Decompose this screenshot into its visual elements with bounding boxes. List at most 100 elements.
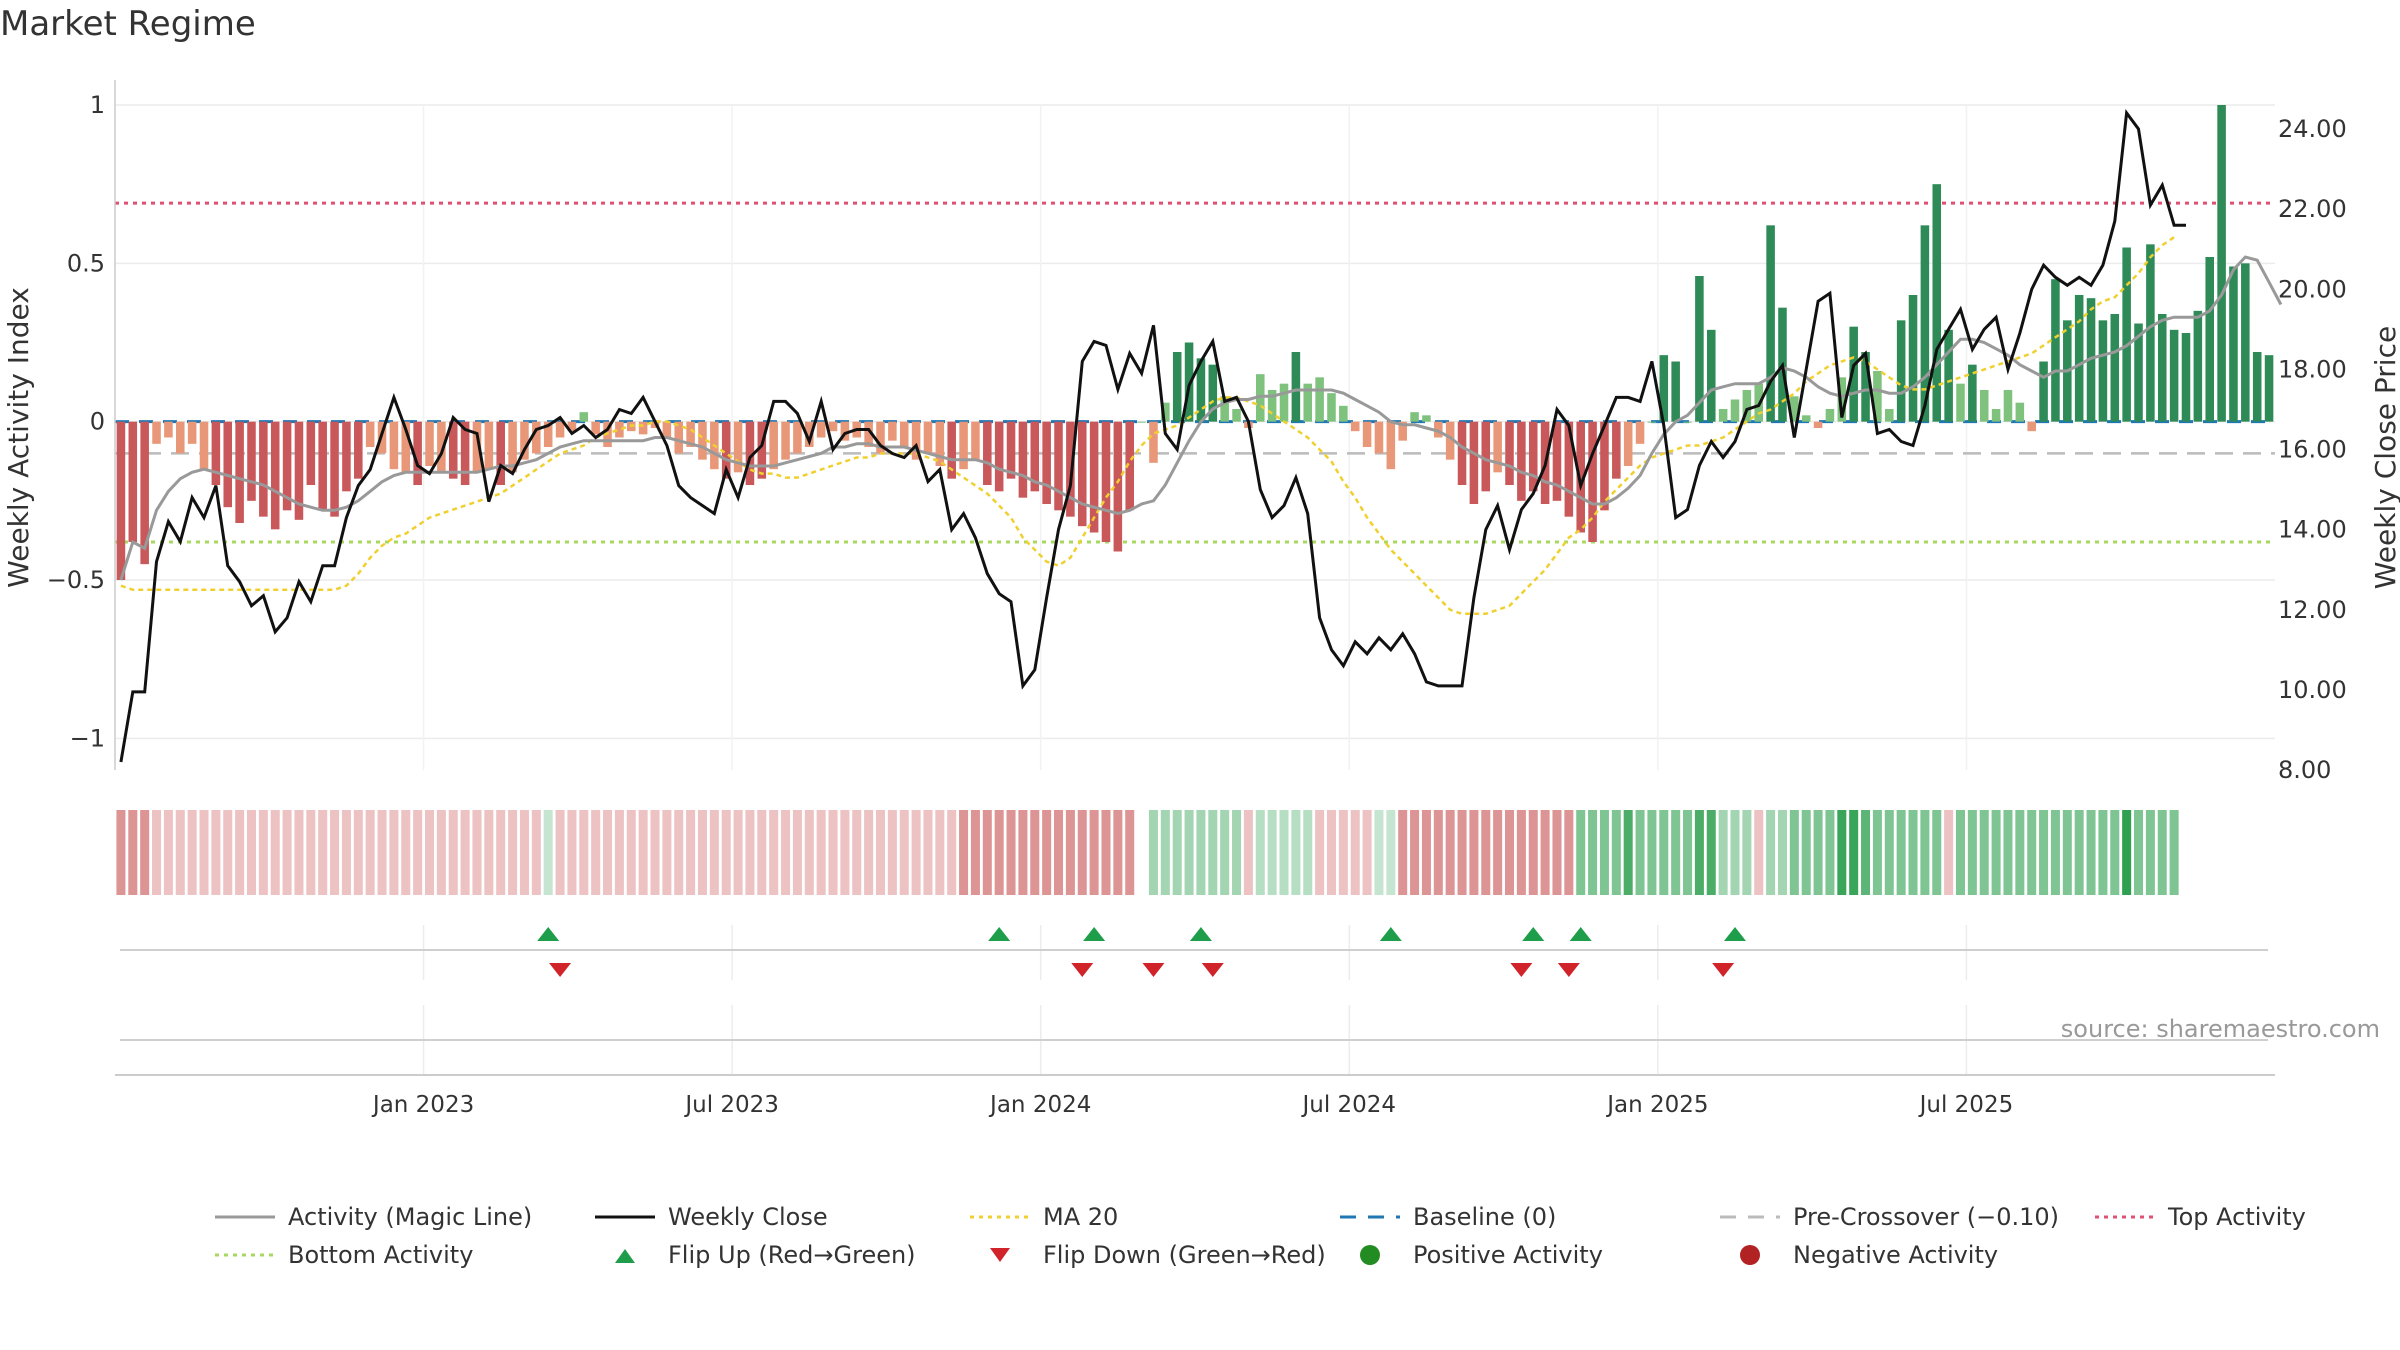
regime-cell xyxy=(1979,810,1989,895)
activity-bar xyxy=(1956,383,1965,422)
regime-cell xyxy=(1635,810,1645,895)
x-tick-label: Jan 2023 xyxy=(371,1092,474,1118)
activity-bar xyxy=(1873,371,1882,422)
activity-bar xyxy=(460,421,470,485)
regime-cell xyxy=(721,810,731,895)
regime-cell xyxy=(875,810,886,895)
legend-triangle-up-icon xyxy=(615,1249,635,1263)
y-right-tick-label: 20.00 xyxy=(2278,275,2347,303)
y-left-axis-title: Weekly Activity Index xyxy=(2,287,35,588)
activity-bar xyxy=(2146,244,2155,422)
regime-cell xyxy=(804,810,814,895)
regime-cell xyxy=(1588,810,1598,895)
activity-bar xyxy=(532,421,541,454)
activity-bar xyxy=(484,421,494,470)
regime-cell xyxy=(543,810,553,895)
activity-bar xyxy=(1137,421,1146,423)
regime-cell xyxy=(1101,810,1111,895)
regime-cell xyxy=(935,810,945,895)
regime-cell xyxy=(1777,810,1787,895)
regime-cell xyxy=(318,810,328,895)
activity-bar xyxy=(508,421,517,473)
legend-item-flip_down: Flip Down (Green→Red) xyxy=(965,1238,1326,1272)
activity-bar xyxy=(1172,352,1182,422)
y-left-tick-label: 1 xyxy=(90,91,105,119)
activity-bar xyxy=(757,421,767,479)
activity-bar xyxy=(1552,421,1562,501)
activity-bar xyxy=(1706,329,1716,422)
activity-bar xyxy=(1920,225,1930,422)
regime-cell xyxy=(1148,810,1158,895)
regime-cell xyxy=(1861,810,1871,895)
regime-cell xyxy=(686,810,696,895)
regime-cell xyxy=(235,810,245,895)
legend-item-top: Top Activity xyxy=(2090,1200,2306,1234)
activity-bar xyxy=(1718,409,1728,422)
regime-cell xyxy=(1849,810,1859,895)
regime-cell xyxy=(2086,810,2096,895)
regime-cell xyxy=(840,810,850,895)
activity-bar xyxy=(1398,421,1407,441)
activity-bar xyxy=(1837,377,1847,422)
regime-cell xyxy=(982,810,992,895)
activity-bar xyxy=(947,421,956,479)
activity-bar xyxy=(2264,355,2274,422)
legend-item-pre: Pre-Crossover (−0.10) xyxy=(1715,1200,2059,1234)
regime-cell xyxy=(1813,810,1823,895)
regime-cell xyxy=(650,810,660,895)
regime-cell xyxy=(377,810,387,895)
regime-cell xyxy=(413,810,423,895)
legend-item-close: Weekly Close xyxy=(590,1200,828,1234)
regime-cell xyxy=(1421,810,1431,895)
activity-bar xyxy=(816,421,826,438)
activity-bar xyxy=(1113,421,1123,552)
regime-cell xyxy=(1410,810,1420,895)
activity-bar xyxy=(1861,352,1870,422)
regime-cell xyxy=(1398,810,1408,895)
legend-symbol-circle xyxy=(1360,1245,1380,1265)
activity-bar xyxy=(1422,415,1431,422)
activity-bar xyxy=(1374,421,1384,454)
activity-bar xyxy=(1232,409,1241,422)
activity-bar xyxy=(1766,225,1775,422)
legend-item-magic_line: Activity (Magic Line) xyxy=(210,1200,532,1234)
activity-bar xyxy=(1410,412,1419,422)
regime-cell xyxy=(697,810,707,895)
activity-bar xyxy=(686,421,695,447)
regime-cell xyxy=(1208,810,1218,895)
regime-cell xyxy=(175,810,185,895)
activity-bar xyxy=(899,421,909,447)
regime-cell xyxy=(1825,810,1835,895)
x-tick-label: Jan 2024 xyxy=(988,1092,1091,1118)
regime-cell xyxy=(163,810,173,895)
activity-bar xyxy=(1350,421,1360,432)
legend-symbol-tri-up xyxy=(615,1249,635,1263)
regime-cell xyxy=(246,810,256,895)
activity-bar xyxy=(911,421,921,460)
activity-bar xyxy=(472,421,482,473)
regime-cell xyxy=(1920,810,1930,895)
regime-cell xyxy=(2074,810,2084,895)
flip-up-marker xyxy=(1083,927,1106,941)
regime-cell xyxy=(2157,810,2167,895)
activity-bar xyxy=(2015,402,2025,422)
regime-cell xyxy=(341,810,351,895)
regime-cell xyxy=(1884,810,1894,895)
activity-bar xyxy=(1089,421,1099,533)
activity-bar xyxy=(579,412,589,422)
activity-bar xyxy=(1896,320,1906,422)
regime-cell xyxy=(1113,810,1123,895)
regime-strip xyxy=(116,810,2179,895)
activity-bar xyxy=(1457,421,1467,485)
regime-cell xyxy=(1896,810,1906,895)
regime-cell xyxy=(1184,810,1194,895)
regime-cell xyxy=(531,810,541,895)
activity-bar xyxy=(437,421,446,473)
regime-cell xyxy=(757,810,767,895)
activity-bar xyxy=(2205,257,2214,422)
chart-title: Market Regime xyxy=(0,4,256,44)
regime-cell xyxy=(1243,810,1253,895)
flip-markers xyxy=(120,927,2268,1041)
activity-bar xyxy=(793,421,802,454)
legend-item-baseline: Baseline (0) xyxy=(1335,1200,1556,1234)
